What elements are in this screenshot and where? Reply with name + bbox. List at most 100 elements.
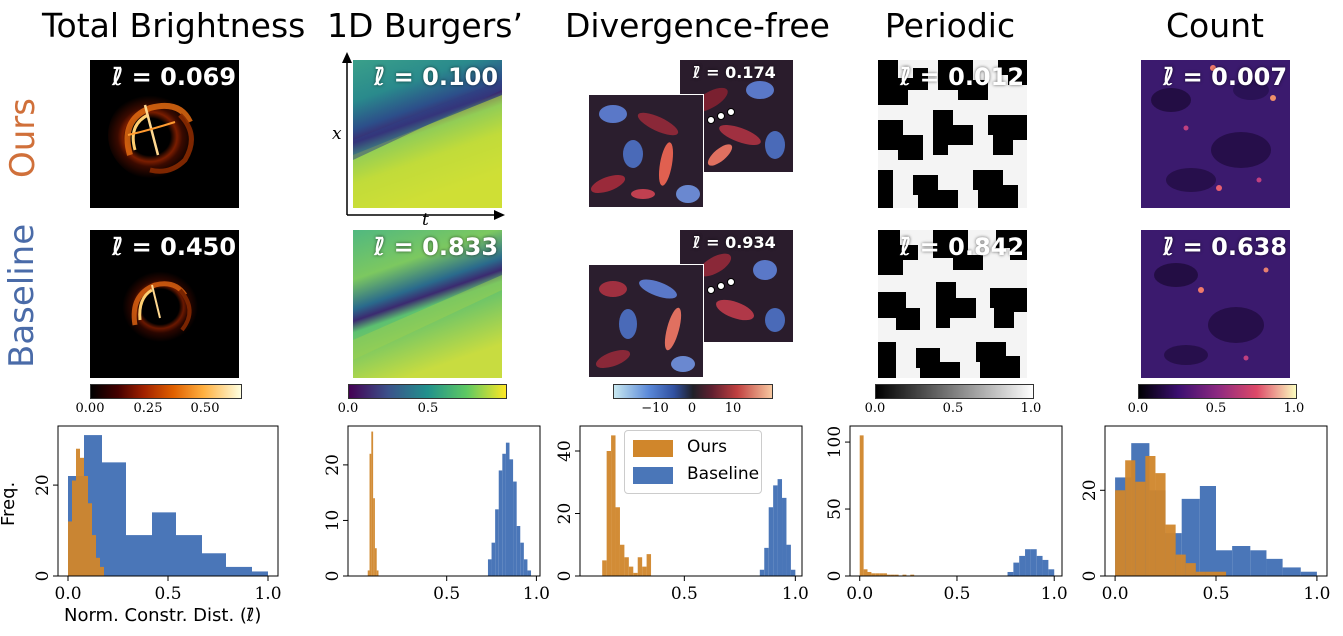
ours-divfree-front-image	[588, 94, 704, 208]
hist-bar-baseline	[1013, 562, 1020, 576]
hist-bar-baseline	[1216, 550, 1233, 576]
hist-bar-ours	[1115, 490, 1126, 576]
hist-bar-baseline	[1181, 498, 1200, 576]
hist-bar-baseline	[498, 470, 503, 576]
colorbar-gray	[875, 384, 1034, 399]
hist-bar-ours	[374, 548, 377, 576]
hist-bar-baseline	[1250, 550, 1267, 576]
hist-bar-ours	[624, 557, 629, 576]
hist-bar-ours	[886, 574, 891, 576]
legend-label-ours: Ours	[687, 437, 728, 457]
colorbar-tick: 0.0	[337, 401, 359, 416]
histogram-periodic: 0.0 0.5 1.0 0 50 100	[825, 425, 1068, 604]
colorbar-tick: 0.0	[864, 401, 886, 416]
hist-bar-ours	[867, 571, 872, 576]
hist-bar-baseline	[1007, 571, 1014, 576]
hist-bar-baseline	[1036, 555, 1043, 576]
hist-ytick-label: 20	[1080, 479, 1100, 501]
colorbar-tick: 0.0	[1127, 401, 1149, 416]
hist-bar-baseline	[176, 535, 202, 576]
colorbar-afmhot	[90, 384, 242, 399]
hist-xtick-label: 0.0	[846, 584, 873, 604]
hist-bar-baseline	[782, 497, 787, 576]
hist-ytick-label: 0	[33, 571, 53, 582]
hist-xtick-label: 0.5	[154, 584, 181, 604]
hist-bar-baseline	[764, 547, 769, 576]
hist-bar-ours	[371, 431, 374, 576]
hist-bar-baseline	[491, 542, 496, 576]
hist-bar-ours	[367, 570, 370, 576]
hist-frame	[579, 425, 803, 577]
hist-bar-ours	[883, 573, 887, 576]
hist-bar-ours	[1195, 571, 1206, 576]
baseline-periodic-image	[878, 230, 1027, 378]
colorbar-tick: −10	[641, 401, 669, 416]
hist-xtick-label: 1.0	[1303, 584, 1330, 604]
hist-ylabel-wrap: Freq.	[0, 478, 42, 548]
hist-bar-baseline	[516, 526, 521, 576]
colorbar-tick: 0.50	[190, 401, 220, 416]
histogram-total-brightness: 0.0 0.5 1.0 0 20	[33, 425, 282, 604]
hist-bar-ours	[1125, 460, 1136, 576]
hist-bar-baseline	[152, 512, 176, 576]
hist-bar-baseline	[523, 559, 528, 576]
hist-bar-ours	[902, 574, 907, 576]
hist-ytick-label: 20	[555, 503, 575, 525]
title-divergence-free: Divergence-free	[565, 6, 830, 45]
hist-bar-baseline	[1030, 549, 1037, 576]
hist-frame	[849, 425, 1063, 577]
hist-bar-ours	[84, 476, 88, 576]
baseline-burgers-image	[353, 230, 502, 378]
baseline-label-total-brightness: ℓ̄ = 0.450	[112, 233, 237, 261]
hist-bar-baseline	[495, 509, 499, 576]
hist-bar-baseline	[1199, 486, 1216, 576]
baseline-divfree-front-image	[588, 264, 704, 378]
row-label-ours: Ours	[3, 97, 43, 178]
colorbar-tick: 10	[724, 401, 742, 416]
hist-bar-baseline	[252, 571, 268, 576]
hist-bar-ours	[890, 574, 895, 576]
hist-bar-baseline	[1048, 569, 1055, 576]
baseline-label-burgers: ℓ̄ = 0.833	[374, 233, 499, 261]
hist-bar-ours	[646, 554, 652, 576]
hist-bar-ours	[376, 570, 379, 576]
ours-label-burgers: ℓ̄ = 0.100	[374, 63, 499, 91]
hist-xtick-label: 0.5	[671, 584, 698, 604]
hist-bar-baseline	[1019, 555, 1026, 576]
hist-bar-ours	[910, 574, 915, 576]
hist-bar-ours	[72, 480, 76, 576]
hist-bar-ours	[100, 566, 104, 576]
hist-ylabel-text: Freq.	[0, 481, 19, 526]
hist-xtick-label: 1.0	[782, 584, 809, 604]
hist-bar-baseline	[777, 479, 783, 576]
hist-xtick-label: 0.5	[433, 584, 460, 604]
hist-bar-ours	[96, 557, 100, 576]
hist-bar-baseline	[1266, 558, 1283, 576]
colorbar-tick: 0.5	[942, 401, 964, 416]
hist-bar-baseline	[502, 453, 506, 576]
hist-bar-baseline	[226, 566, 252, 576]
ellipsis-dots	[707, 278, 735, 294]
hist-bar-baseline	[520, 542, 524, 576]
hist-bar-baseline	[1300, 571, 1317, 576]
hist-bar-ours	[615, 507, 620, 576]
hist-frame	[347, 425, 541, 577]
ours-label-count: ℓ̄ = 0.007	[1163, 63, 1288, 91]
hist-bar-ours	[1185, 563, 1196, 576]
hist-bar-ours	[871, 573, 876, 576]
hist-xtick-label: 0.5	[1202, 584, 1229, 604]
hist-bar-baseline	[773, 485, 778, 576]
ours-label-periodic: ℓ̄ = 0.012	[900, 63, 1025, 91]
colorbar-tick: 0	[687, 401, 697, 416]
ours-burgers-image	[353, 60, 502, 208]
histogram-count: 0.0 0.5 1.0 0 20	[1080, 425, 1330, 604]
hist-bar-ours	[633, 572, 638, 576]
hist-bar-ours	[1175, 554, 1186, 576]
hist-bar-baseline	[513, 481, 517, 576]
hist-ytick-label: 0	[323, 571, 343, 582]
hist-ytick-label: 0	[825, 571, 845, 582]
histogram-burgers: 0.5 1.0 0 10 20	[323, 425, 550, 604]
hist-bar-ours	[606, 451, 612, 576]
hist-bar-ours	[628, 566, 634, 576]
hist-bar-baseline	[786, 544, 791, 576]
